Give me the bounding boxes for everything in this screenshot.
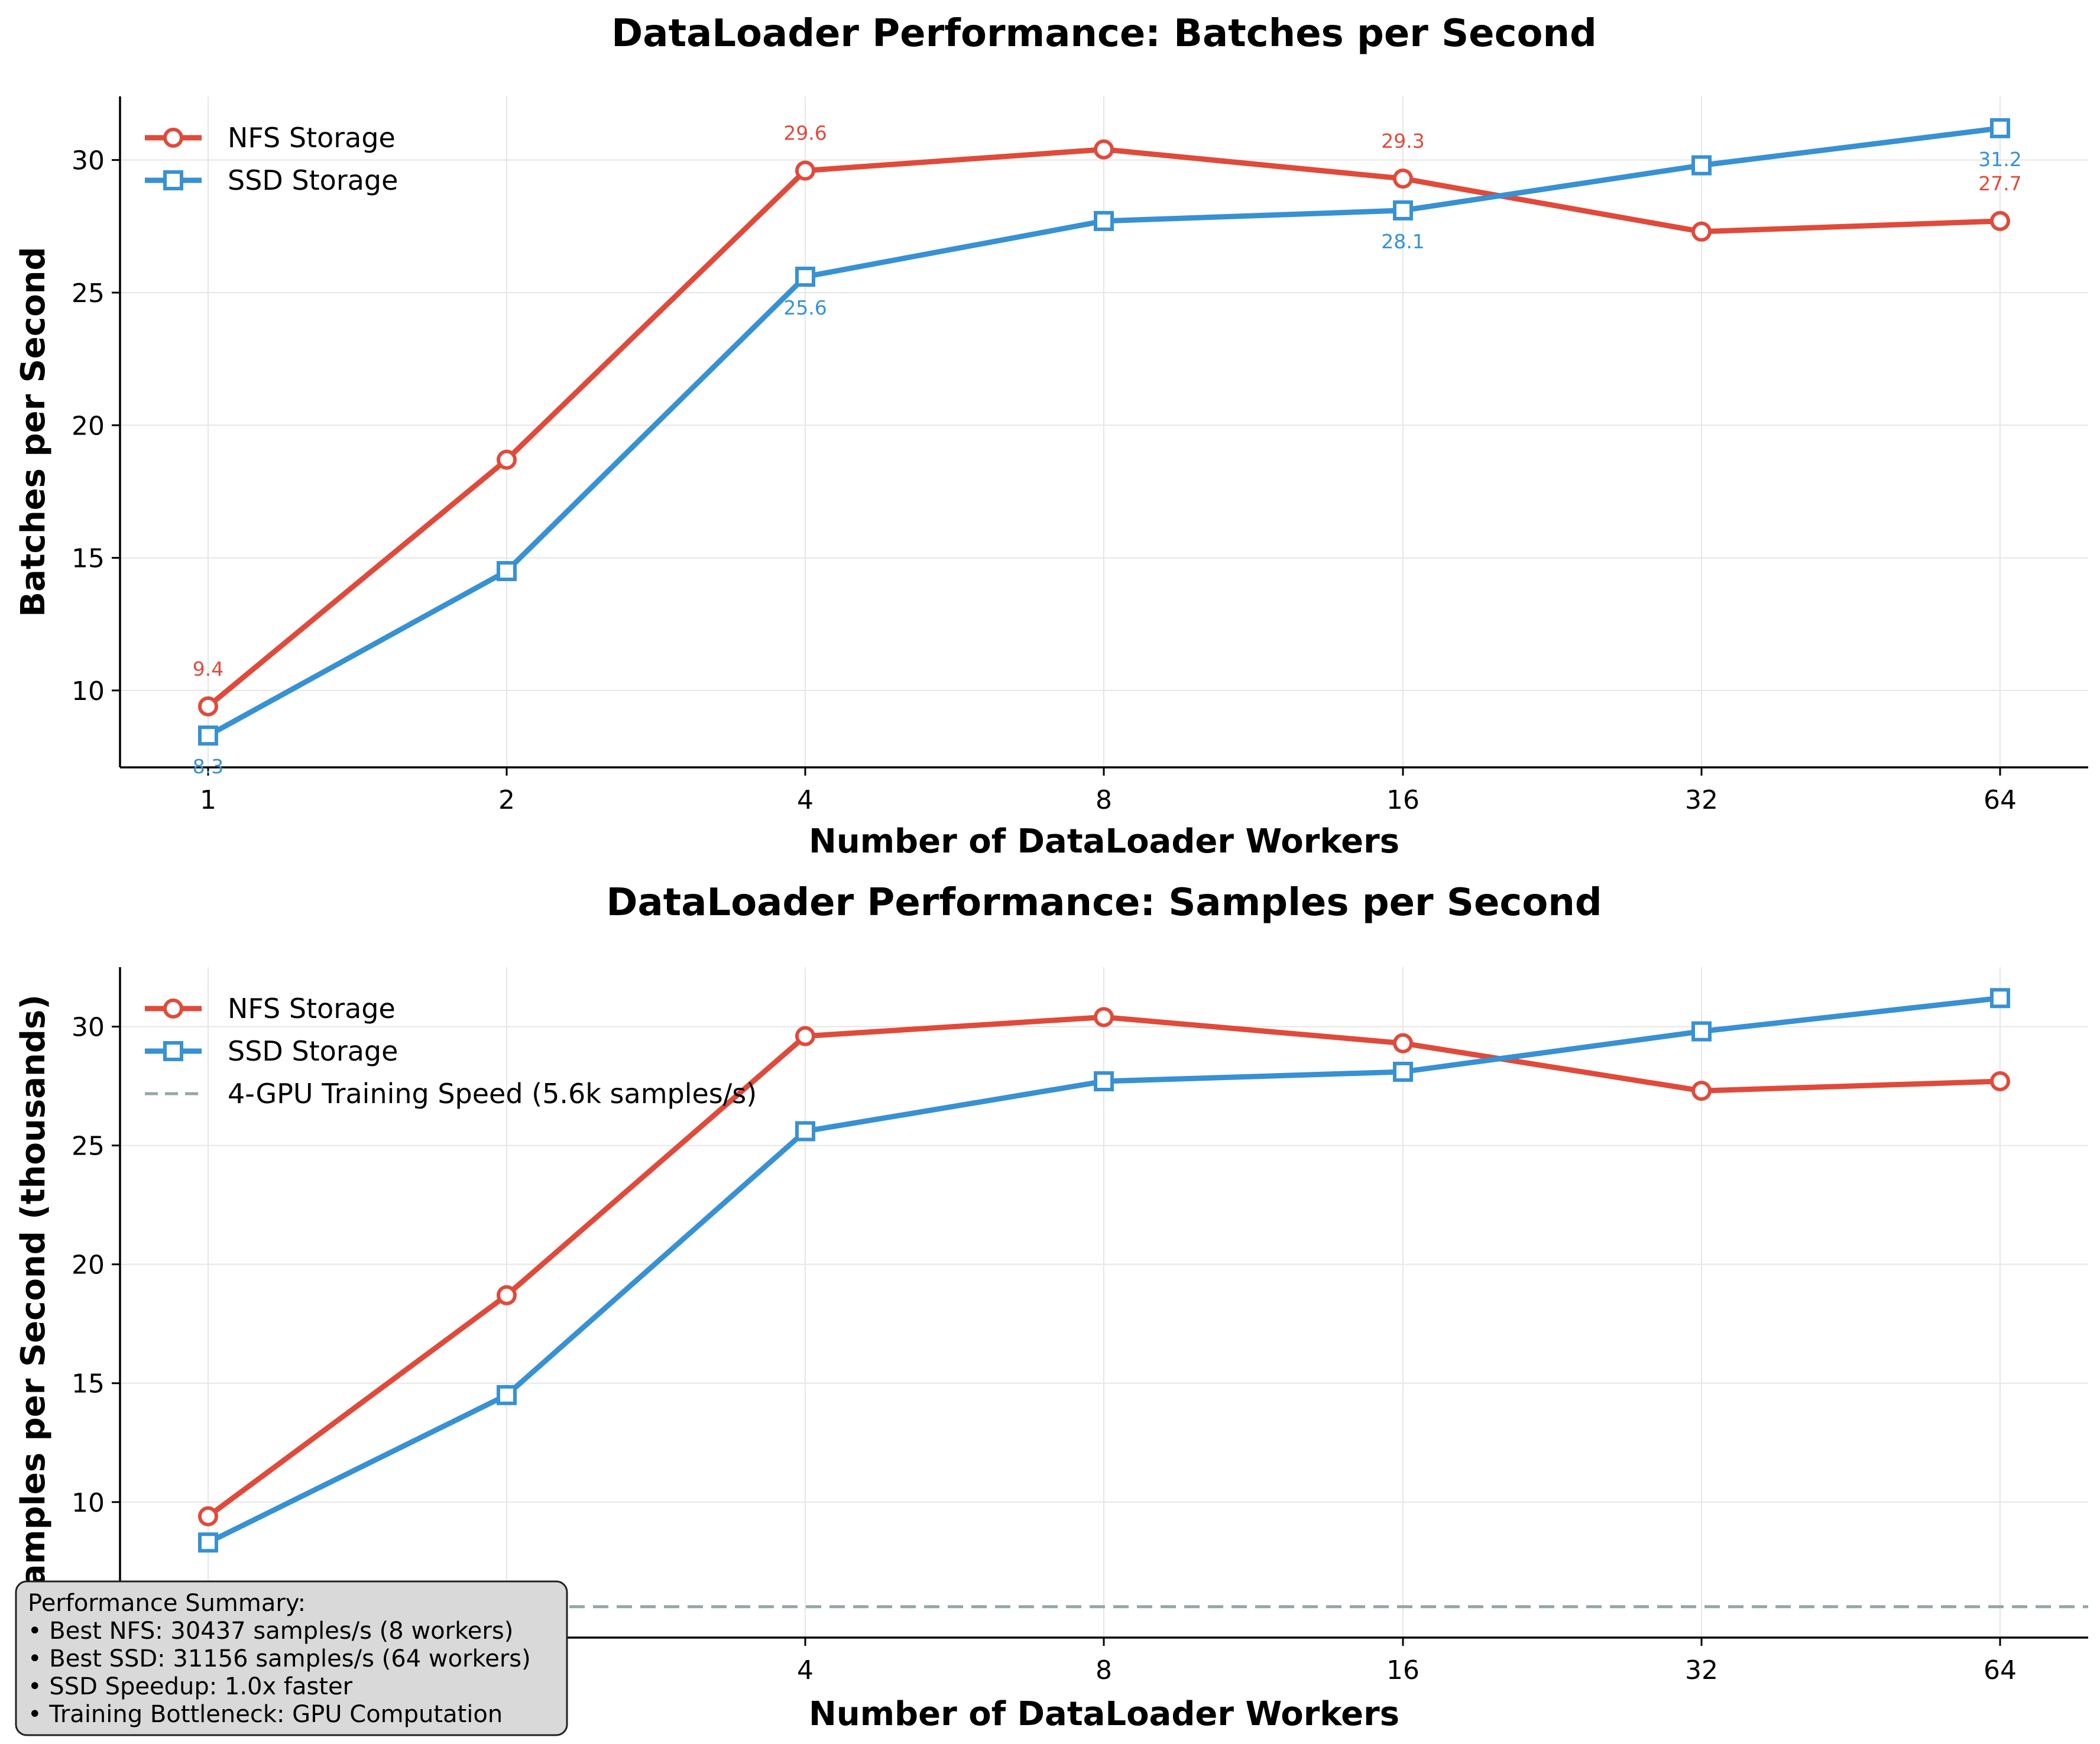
summary-line: • Training Bottleneck: GPU Computation [28,1701,503,1728]
data-point-ssd [1990,988,2010,1009]
y-tick-label: 10 [72,676,105,706]
data-point-nfs [795,160,815,181]
y-tick-label: 15 [72,1369,105,1399]
x-tick-label: 32 [1685,1655,1718,1685]
y-tick-label: 30 [72,1013,105,1043]
data-point-nfs [795,1026,815,1046]
data-point-nfs [1094,139,1114,160]
data-label: 9.4 [193,657,223,680]
data-label: 31.2 [1978,148,2021,171]
legend-marker-square [163,1041,183,1061]
y-tick-label: 10 [72,1488,105,1518]
data-point-ssd [198,725,218,746]
subplot-1: 10 15 20 25 30 1 2 4 8 16 32 64 DataLoader Performan… [14,12,2088,861]
data-point-ssd [1691,155,1712,176]
data-point-nfs [1990,1071,2010,1092]
data-point-ssd [198,1532,218,1553]
data-point-nfs [1691,221,1712,242]
chart-title: DataLoader Performance: Samples per Seco… [606,881,1602,925]
chart-title: DataLoader Performance: Batches per Seco… [611,12,1597,56]
y-tick-label: 25 [72,278,105,309]
summary-line: Performance Summary: [28,1590,306,1617]
y-tick-label: 20 [72,411,105,441]
data-label: 25.6 [783,296,827,319]
legend-label: NFS Storage [228,993,396,1025]
legend-marker-square [163,170,183,190]
legend-label: SSD Storage [228,164,398,196]
data-point-ssd [497,1385,517,1405]
x-axis-label: Number of DataLoader Workers [809,822,1399,861]
legend-label: SSD Storage [228,1035,398,1067]
data-point-ssd [1393,200,1413,221]
y-tick-label: 15 [72,544,105,574]
y-axis-label: Batches per Second [14,247,53,617]
summary-line: • SSD Speedup: 1.0x faster [28,1673,353,1700]
data-point-ssd [795,1121,815,1142]
summary-box-background [15,1580,568,1736]
data-point-nfs [1393,1033,1413,1053]
data-point-ssd [497,561,517,582]
data-point-ssd [1990,118,2010,138]
data-point-ssd [1094,1071,1114,1092]
legend: NFS Storage SSD Storage 4-GPU Training Spe… [145,993,757,1110]
x-tick-label: 16 [1386,785,1420,815]
performance-summary-box: Performance Summary:• Best NFS: 30437 sa… [15,1580,568,1736]
data-point-nfs [497,1285,517,1305]
x-tick-label: 64 [1984,1655,2017,1685]
data-point-ssd [1393,1061,1413,1082]
x-tick-label: 2 [498,785,515,815]
x-axis-label: Number of DataLoader Workers [809,1695,1399,1733]
data-point-nfs [198,1506,218,1526]
data-label: 28.1 [1381,230,1424,253]
data-label: 29.6 [783,122,827,145]
x-tick-label: 64 [1984,785,2017,815]
summary-line: • Best SSD: 31156 samples/s (64 workers) [28,1645,531,1672]
y-tick-label: 30 [72,146,105,176]
x-tick-label: 8 [1096,1655,1112,1685]
summary-line: • Best NFS: 30437 samples/s (8 workers) [28,1617,513,1645]
data-point-ssd [1094,210,1114,231]
data-point-nfs [1691,1081,1712,1101]
legend-label: NFS Storage [228,122,396,154]
x-tick-label: 8 [1096,785,1112,815]
x-tick-label: 1 [200,785,216,815]
data-label: 8.3 [193,755,223,778]
data-point-nfs [1990,210,2010,231]
x-tick-label: 4 [797,1655,814,1685]
legend-marker-circle [163,999,183,1019]
x-tick-label: 32 [1685,785,1718,815]
data-point-nfs [198,696,218,717]
data-point-nfs [1393,168,1413,189]
legend-marker-circle [163,128,183,148]
data-point-nfs [497,449,517,470]
data-point-ssd [1691,1021,1712,1042]
data-point-nfs [1094,1007,1114,1027]
legend: NFS Storage SSD Storage [145,122,398,196]
y-tick-label: 20 [72,1250,105,1281]
y-axis-label: Samples per Second (thousands) [14,994,53,1610]
data-label: 27.7 [1978,172,2021,195]
data-label: 29.3 [1381,129,1424,153]
legend-label: 4-GPU Training Speed (5.6k samples/s) [228,1078,757,1110]
y-tick-label: 25 [72,1132,105,1162]
x-tick-label: 4 [797,785,814,815]
x-tick-label: 16 [1386,1655,1420,1685]
data-point-ssd [795,267,815,287]
